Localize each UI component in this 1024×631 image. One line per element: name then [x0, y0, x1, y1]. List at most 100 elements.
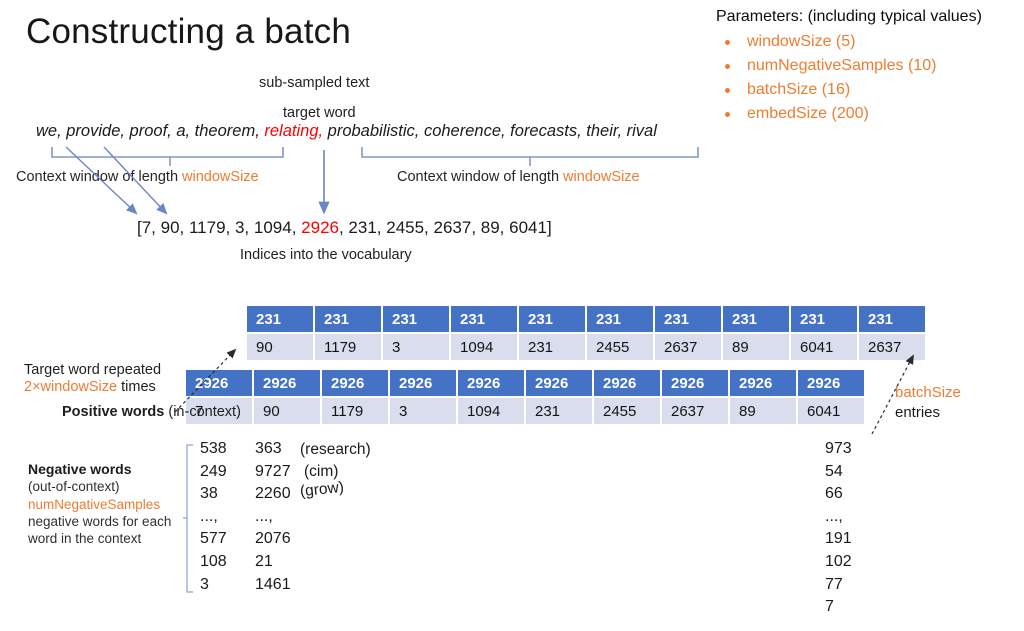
parameter-item-embedsize: embedSize (200) [716, 102, 1020, 126]
table-cell: 1179 [315, 334, 381, 360]
negative-value: 2076 [255, 530, 291, 548]
bullet-icon [725, 111, 730, 117]
negative-value: 249 [200, 462, 227, 480]
table-cell: 2455 [594, 398, 660, 424]
parameter-label: numNegativeSamples (10) [747, 57, 937, 74]
sentence-target-word: relating, [264, 122, 324, 140]
negative-value: 7 [825, 598, 834, 616]
indices-caption: Indices into the vocabulary [240, 247, 412, 263]
target-word-label: target word [283, 105, 356, 121]
label-bold: Positive words [62, 404, 165, 420]
table-cell: 1094 [451, 334, 517, 360]
negative-value: 2260 [255, 485, 291, 503]
negative-words-label: Negative words (out-of-context) numNegat… [28, 461, 171, 547]
table-header-cell: 2926 [458, 370, 524, 396]
negative-value: 1461 [255, 575, 291, 593]
context-window-left-label: Context window of length windowSize [16, 169, 259, 185]
indices-target: 2926 [301, 218, 339, 237]
table-cell: 231 [519, 334, 585, 360]
parameter-label: embedSize (200) [747, 105, 869, 122]
table-cell: 89 [730, 398, 796, 424]
table-header-cell: 2926 [186, 370, 252, 396]
indices-after: , 231, 2455, 2637, 89, 6041] [338, 218, 552, 237]
table-cell: 90 [247, 334, 313, 360]
negative-words-column-2: 363 9727 2260 ..., 2076 21 1461 [255, 438, 291, 596]
table-header-cell: 231 [519, 306, 585, 332]
table-cell: 2637 [662, 398, 728, 424]
parameter-label: batchSize (16) [747, 81, 851, 98]
parameter-item-numnegativesamples: numNegativeSamples (10) [716, 54, 1020, 78]
negative-value: 66 [825, 485, 843, 503]
underbrace-right-context [361, 147, 699, 166]
table-header-cell: 231 [247, 306, 313, 332]
negative-value: 973 [825, 440, 852, 457]
bullet-icon [725, 39, 730, 45]
negative-value: 3 [200, 575, 209, 593]
sub-sampled-text-label: sub-sampled text [259, 75, 370, 91]
parameter-item-windowsize: windowSize (5) [716, 30, 1020, 54]
table-header-cell: 2926 [254, 370, 320, 396]
table-cell: 89 [723, 334, 789, 360]
table-cell: 3 [383, 334, 449, 360]
table-header-cell: 2926 [662, 370, 728, 396]
table-header-cell: 2926 [730, 370, 796, 396]
label-bold: Negative words [28, 461, 132, 477]
label-text: (out-of-context) [28, 479, 120, 495]
vocabulary-indices: [7, 90, 1179, 3, 1094, 2926, 231, 2455, … [137, 218, 552, 238]
table-header-cell: 2926 [322, 370, 388, 396]
negative-value: 538 [200, 440, 227, 457]
word-annotation-cim: (cim) [304, 463, 339, 480]
word-annotation-research: (research) [300, 441, 371, 458]
entries-label: entries [895, 404, 941, 421]
context-window-text: Context window of length [16, 169, 183, 185]
label-text: times [117, 379, 156, 395]
bullet-icon [725, 63, 730, 69]
indices-before: [7, 90, 1179, 3, 1094, [137, 218, 302, 237]
table-header-cell: 231 [859, 306, 925, 332]
table-cell: 3 [390, 398, 456, 424]
negative-value: 108 [200, 552, 227, 570]
table-header-cell: 231 [791, 306, 857, 332]
negative-value: 363 [255, 440, 282, 457]
table-cell: 1094 [458, 398, 524, 424]
table-cell: 6041 [798, 398, 864, 424]
word-annotation-grow: (grow) [299, 478, 345, 501]
negative-words-column-3: 973 54 66 ..., 191 102 77 7 [825, 438, 852, 619]
sentence-after: probabilistic, coherence, forecasts, the… [323, 122, 657, 140]
parameters-heading: Parameters: (including typical values) [716, 8, 982, 25]
table-header-cell: 231 [383, 306, 449, 332]
table-cell: 2637 [859, 334, 925, 360]
context-window-param: windowSize [563, 169, 640, 185]
label-param: numNegativeSamples [28, 496, 161, 512]
context-window-param: windowSize [182, 169, 259, 185]
negative-value: 54 [825, 462, 843, 480]
table-header-cell: 231 [587, 306, 653, 332]
table-header-cell: 2926 [798, 370, 864, 396]
negative-value: ..., [200, 507, 218, 525]
target-table-2926: 2926 2926 2926 2926 2926 2926 2926 2926 … [186, 370, 864, 424]
underbrace-left-context [51, 147, 284, 166]
target-word-repeated-label: Target word repeated 2×windowSize times [24, 362, 161, 396]
table-cell: 231 [526, 398, 592, 424]
page-title: Constructing a batch [26, 12, 352, 51]
negative-value: 577 [200, 530, 227, 548]
negative-value: ..., [825, 507, 843, 525]
negative-words-column-1: 538 249 38 ..., 577 108 3 [200, 438, 227, 596]
label-text: (in-context) [164, 404, 241, 420]
bracket-negative-words [183, 444, 193, 593]
negative-value: 38 [200, 485, 218, 503]
batchsize-label: batchSize [895, 384, 961, 401]
context-table-231: 231 231 231 231 231 231 231 231 231 231 … [247, 306, 925, 360]
table-cell: 1179 [322, 398, 388, 424]
table-header-cell: 231 [315, 306, 381, 332]
negative-value: 21 [255, 552, 273, 570]
label-param: 2×windowSize [24, 379, 118, 395]
table-cell: 2637 [655, 334, 721, 360]
table-header-cell: 2926 [594, 370, 660, 396]
table-header-cell: 231 [451, 306, 517, 332]
negative-value: 102 [825, 552, 852, 570]
table-header-cell: 2926 [390, 370, 456, 396]
sub-sampled-sentence: we, provide, proof, a, theorem, relating… [36, 122, 657, 141]
label-text: negative words for each [28, 513, 172, 529]
